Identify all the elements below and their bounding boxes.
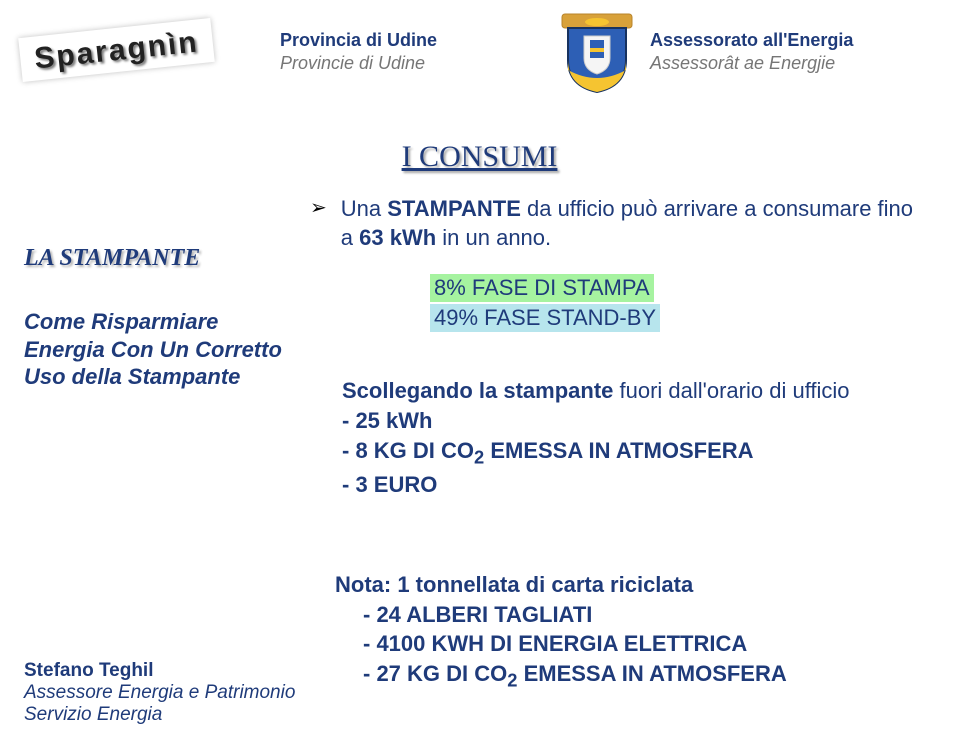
left-heading: LA STAMPANTE	[24, 245, 284, 272]
header-right: Assessorato all'Energia Assessorât ae En…	[650, 30, 853, 74]
savings-line2: - 8 KG DI CO2 EMESSA IN ATMOSFERA	[342, 436, 930, 470]
footer-role: Assessore Energia e Patrimonio	[24, 682, 295, 704]
savings-lead: Scollegando la stampante fuori dall'orar…	[342, 376, 930, 406]
header-center-line1: Provincia di Udine	[280, 30, 437, 51]
phase-print: 8% FASE DI STAMPA	[430, 274, 654, 302]
phases-block: 8% FASE DI STAMPA 49% FASE STAND-BY	[430, 274, 930, 332]
note-head: Nota: 1 tonnellata di carta riciclata	[335, 570, 935, 600]
note-l3-post: EMESSA IN ATMOSFERA	[517, 661, 786, 686]
savings-l2-post: EMESSA IN ATMOSFERA	[484, 438, 753, 463]
header-right-line1: Assessorato all'Energia	[650, 30, 853, 51]
bullet-text: Una STAMPANTE da ufficio può arrivare a …	[341, 195, 930, 252]
note-line3: - 27 KG DI CO2 EMESSA IN ATMOSFERA	[363, 659, 935, 693]
savings-block: Scollegando la stampante fuori dall'orar…	[342, 376, 930, 499]
savings-lead-strong: Scollegando la stampante	[342, 378, 613, 403]
left-column: LA STAMPANTE Come Risparmiare Energia Co…	[24, 245, 284, 391]
note-l3-pre: - 27 KG DI CO	[363, 661, 507, 686]
note-line2: - 4100 KWH DI ENERGIA ELETTRICA	[363, 629, 935, 659]
slide: Sparagnìn Provincia di Udine Provincie d…	[0, 0, 959, 752]
bullet-post: in un anno.	[436, 225, 551, 250]
savings-line3: - 3 EURO	[342, 470, 930, 500]
note-line1: - 24 ALBERI TAGLIATI	[363, 600, 935, 630]
right-column: ➢ Una STAMPANTE da ufficio può arrivare …	[310, 195, 930, 499]
bullet-strong: STAMPANTE	[387, 196, 521, 221]
note-l3-sub: 2	[507, 669, 517, 690]
left-subtitle: Come Risparmiare Energia Con Un Corretto…	[24, 308, 284, 391]
footer-name: Stefano Teghil	[24, 660, 295, 682]
savings-line1: - 25 kWh	[342, 406, 930, 436]
savings-lead-rest: fuori dall'orario di ufficio	[613, 378, 849, 403]
logo-card: Sparagnìn	[18, 18, 214, 82]
header-center-line2: Provincie di Udine	[280, 53, 437, 74]
savings-l2-pre: - 8 KG DI CO	[342, 438, 474, 463]
slide-title: I CONSUMI	[0, 140, 959, 174]
header-right-line2: Assessorât ae Energjie	[650, 53, 853, 74]
bullet-arrow-icon: ➢	[310, 195, 327, 252]
logo-text: Sparagnìn	[33, 25, 200, 76]
footer-dept: Servizio Energia	[24, 704, 295, 726]
note-block: Nota: 1 tonnellata di carta riciclata - …	[335, 570, 935, 693]
footer-credit: Stefano Teghil Assessore Energia e Patri…	[24, 660, 295, 726]
bullet-kwh: 63 kWh	[359, 225, 436, 250]
header-center: Provincia di Udine Provincie di Udine	[280, 30, 437, 74]
phase-standby: 49% FASE STAND-BY	[430, 304, 660, 332]
savings-l2-sub: 2	[474, 446, 484, 467]
bullet-pre: Una	[341, 196, 387, 221]
coat-of-arms-icon	[560, 12, 634, 96]
bullet-row: ➢ Una STAMPANTE da ufficio può arrivare …	[310, 195, 930, 252]
